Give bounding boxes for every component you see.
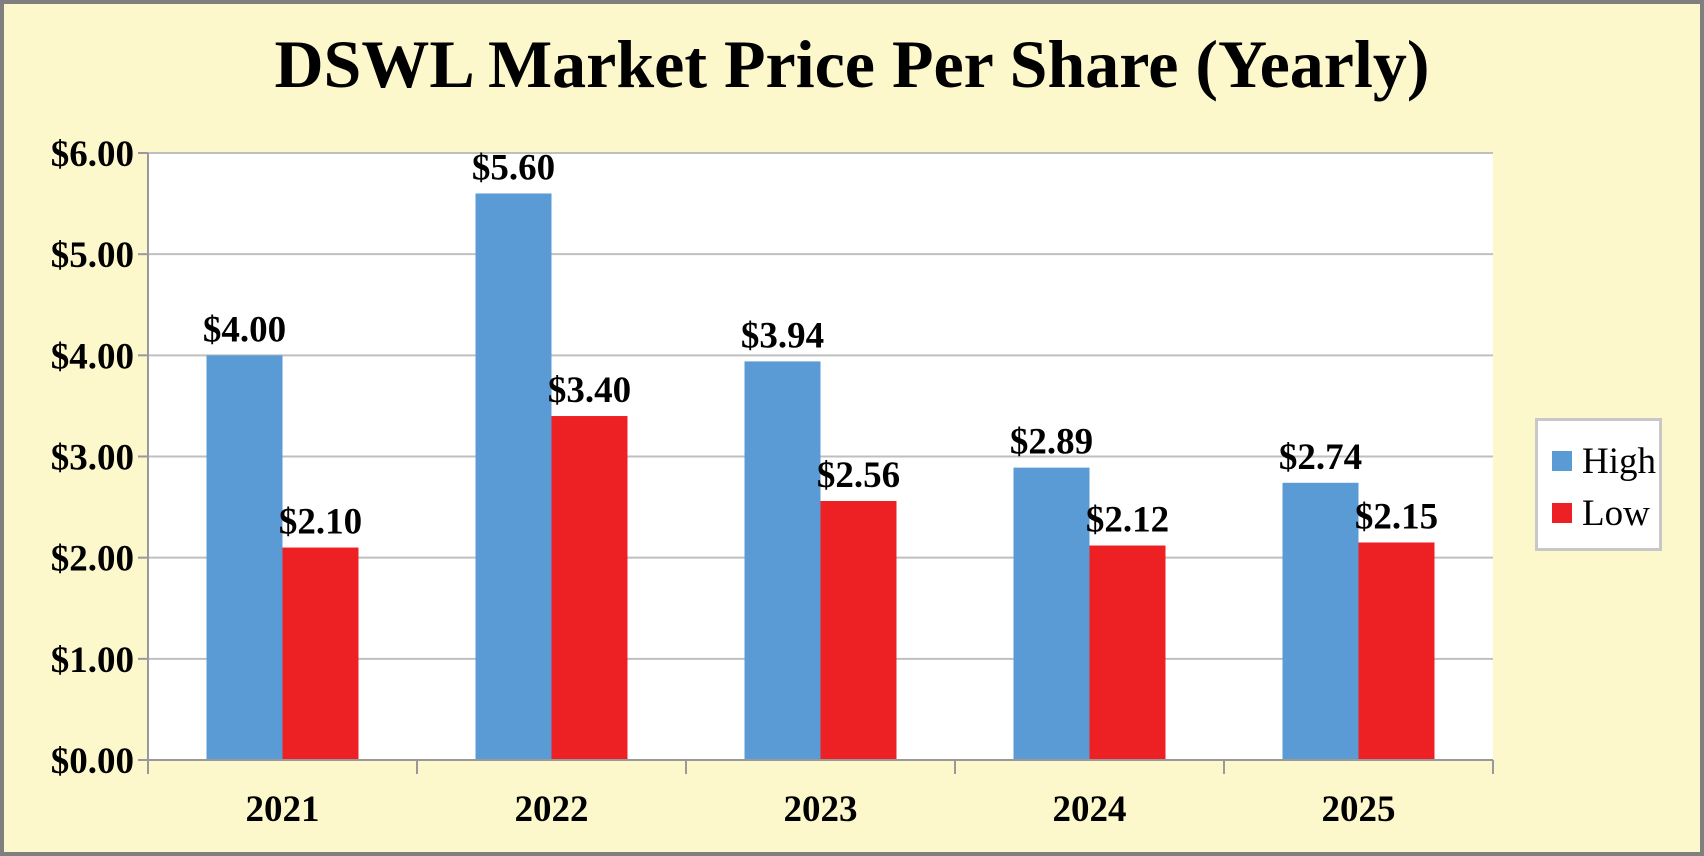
legend-item-high: High [1552, 440, 1656, 482]
bars [206, 193, 1435, 760]
data-label: $5.60 [472, 147, 555, 188]
bar-low-2024 [1089, 545, 1166, 760]
y-tick-label: $6.00 [51, 134, 134, 175]
bar-low-2025 [1358, 542, 1435, 760]
bar-high-2025 [1282, 482, 1359, 760]
y-tick-label: $2.00 [51, 539, 134, 580]
x-tick-label: 2022 [515, 789, 589, 830]
bar-low-2023 [820, 501, 897, 760]
bar-high-2022 [475, 193, 552, 760]
legend-item-low: Low [1552, 492, 1650, 534]
data-label: $2.15 [1355, 496, 1438, 537]
y-tick-label: $3.00 [51, 438, 134, 479]
y-tick-label: $1.00 [51, 640, 134, 681]
y-tick-label: $0.00 [51, 741, 134, 782]
bar-high-2023 [744, 361, 821, 760]
data-label: $3.40 [548, 370, 631, 411]
legend-label-low: Low [1582, 492, 1650, 534]
x-tick-label: 2023 [784, 789, 858, 830]
y-tick-label: $4.00 [51, 336, 134, 377]
x-tick-label: 2025 [1322, 789, 1396, 830]
legend-swatch-high [1552, 451, 1572, 471]
data-label: $2.56 [817, 455, 900, 496]
bar-low-2021 [282, 547, 359, 760]
bar-high-2021 [206, 355, 283, 760]
labels: $4.00 $2.10 2021 $5.60 $3.40 2022 $3.94 $2.56 20… [203, 147, 1438, 830]
y-tick-label: $5.00 [51, 235, 134, 276]
data-label: $2.74 [1279, 437, 1362, 478]
chart-legend: High Low [1535, 418, 1662, 551]
bar-low-2022 [551, 416, 628, 760]
legend-swatch-low [1552, 503, 1572, 523]
data-label: $2.89 [1010, 422, 1093, 463]
bar-high-2024 [1013, 467, 1090, 760]
data-label: $3.94 [741, 315, 824, 356]
legend-label-high: High [1582, 440, 1656, 482]
axes: $0.00 $1.00 $2.00 $3.00 $4.00 $5.00 $6.00 [51, 134, 1494, 782]
x-tick-label: 2021 [246, 789, 320, 830]
data-label: $4.00 [203, 309, 286, 350]
x-tick-label: 2024 [1053, 789, 1127, 830]
data-label: $2.10 [279, 502, 362, 543]
data-label: $2.12 [1086, 500, 1169, 541]
chart-title: DSWL Market Price Per Share (Yearly) [274, 26, 1430, 102]
